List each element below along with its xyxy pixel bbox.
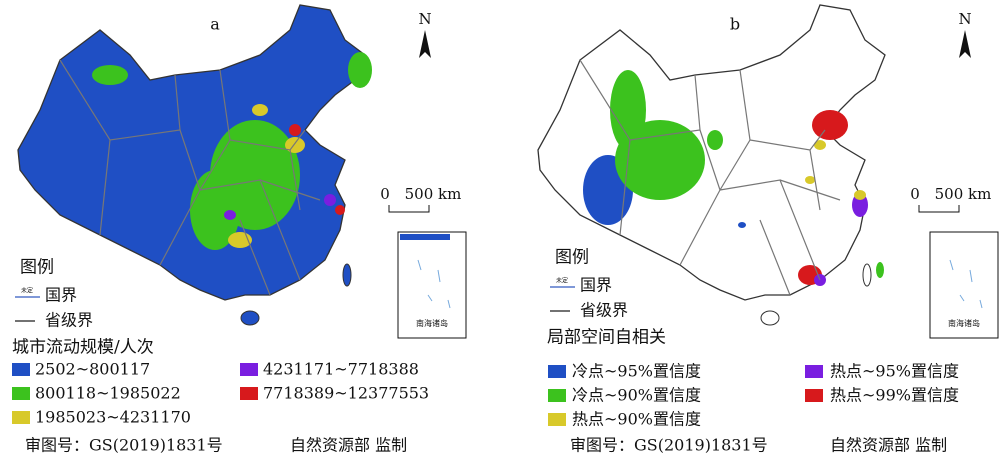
approval-number: 审图号：GS(2019)1831号 (25, 436, 223, 455)
north-label: N (418, 10, 431, 28)
legend-swatch (548, 389, 566, 402)
north-arrow (959, 30, 971, 58)
region-patch (738, 222, 746, 228)
inset-label: 南海诸岛 (416, 318, 448, 328)
approval-number: 审图号：GS(2019)1831号 (570, 436, 768, 455)
scale-distance: 500 km (935, 185, 992, 203)
region-patch (812, 110, 848, 140)
legend-swatch (548, 365, 566, 378)
national-border-label: 国界 (45, 286, 77, 305)
scale-bar (388, 205, 430, 213)
region-patch (285, 137, 305, 153)
hainan (760, 310, 780, 326)
legend-label: 2502~800117 (35, 360, 150, 379)
supervisor: 自然资源部 监制 (830, 436, 947, 455)
legend-title: 图例 (20, 258, 54, 278)
legend-label: 热点~99%置信度 (830, 386, 959, 405)
inset-map (397, 231, 467, 339)
taiwan (862, 263, 872, 287)
scale-distance: 500 km (405, 185, 462, 203)
legend-swatch (240, 387, 258, 400)
legend-label: 800118~1985022 (35, 384, 181, 403)
north-label: N (958, 10, 971, 28)
inset-islands (417, 259, 451, 309)
legend-label: 冷点~95%置信度 (572, 362, 701, 381)
legend-label: 热点~90%置信度 (572, 410, 701, 429)
provincial-border-label: 省级界 (580, 301, 628, 320)
map (537, 4, 886, 326)
panel-label: b (730, 15, 740, 34)
classification-title: 城市流动规模/人次 (12, 338, 154, 358)
panel-label: a (210, 15, 220, 34)
legend-label: 冷点~90%置信度 (572, 386, 701, 405)
inset-coast (400, 234, 450, 240)
scale-zero: 0 (380, 185, 390, 203)
region-patch (854, 190, 866, 200)
map (17, 4, 372, 326)
classification-title: 局部空间自相关 (547, 328, 666, 348)
legend-swatch (805, 365, 823, 378)
region-patch (610, 70, 646, 150)
national-border-label: 国界 (580, 276, 612, 295)
region-patch (805, 176, 815, 184)
inset-map (929, 231, 999, 339)
legend-swatch (12, 387, 30, 400)
border-note: 未定 (21, 287, 33, 295)
legend-label: 1985023~4231170 (35, 408, 191, 427)
region-patch (876, 262, 884, 278)
legend-swatch (805, 389, 823, 402)
region-patch (814, 140, 826, 150)
legend-title: 图例 (555, 248, 589, 268)
legend-label: 热点~95%置信度 (830, 362, 959, 381)
scale-zero: 0 (910, 185, 920, 203)
inset-islands (949, 259, 983, 309)
region-patch (289, 124, 301, 136)
legend-swatch (548, 413, 566, 426)
region-patch (852, 193, 868, 217)
north-arrow (419, 30, 431, 58)
legend-swatch (12, 411, 30, 424)
country (17, 4, 366, 301)
provincial-border-label: 省级界 (45, 311, 93, 330)
taiwan (342, 263, 352, 287)
region-patch (324, 194, 336, 206)
hainan (240, 310, 260, 326)
provincial-borders (579, 59, 841, 296)
inset-coast (932, 234, 982, 240)
legend-label: 4231171~7718388 (263, 360, 419, 379)
provincial-borders (59, 59, 321, 296)
region-patch (707, 130, 723, 150)
region-patch (348, 52, 372, 88)
country (537, 4, 886, 301)
legend-swatch (240, 363, 258, 376)
inset-label: 南海诸岛 (948, 318, 980, 328)
region-patch (335, 205, 345, 215)
legend-swatch (12, 363, 30, 376)
border-note: 未定 (556, 277, 568, 285)
legend-label: 7718389~12377553 (263, 384, 429, 403)
region-patch (92, 65, 128, 85)
region-patch (224, 210, 236, 220)
scale-bar (918, 205, 960, 213)
supervisor: 自然资源部 监制 (290, 436, 407, 455)
region-patch (252, 104, 268, 116)
